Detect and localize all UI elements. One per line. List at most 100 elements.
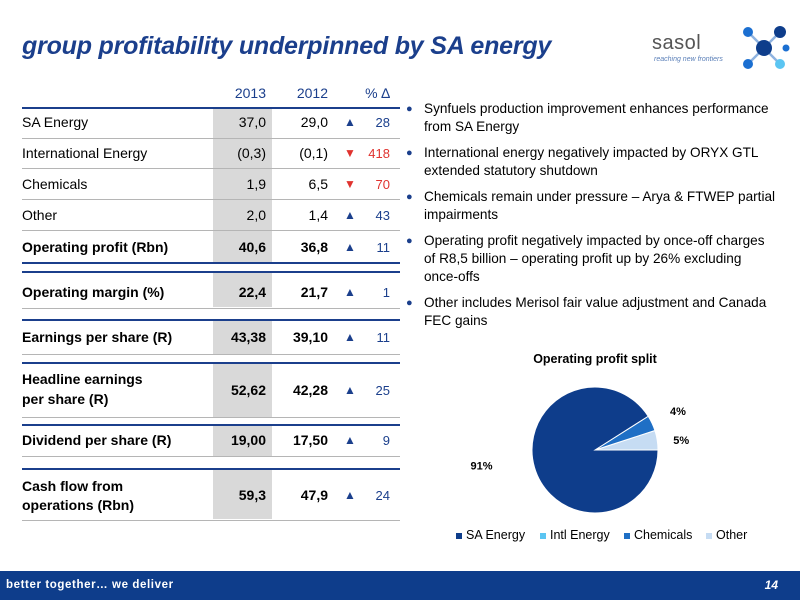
row-label: Other [22, 207, 58, 223]
block-divider [22, 362, 400, 364]
bullet-text: International energy negatively impacted… [424, 145, 758, 178]
down-arrow-icon: ▼ [344, 177, 356, 191]
sasol-logo: sasol reaching new frontiers [652, 22, 792, 74]
legend-swatch [706, 532, 712, 539]
col-2013-bg-block5 [213, 424, 272, 456]
pct-change: 43 [375, 208, 390, 223]
bullet-dot-icon: ● [406, 103, 413, 115]
row-label-line2: per share (R) [22, 391, 109, 407]
up-arrow-icon: ▲ [344, 208, 356, 222]
up-arrow-icon: ▲ [344, 488, 356, 502]
row-divider [22, 230, 400, 231]
pct-change: 9 [382, 433, 390, 448]
row-label: Operating margin (%) [22, 284, 165, 300]
bullet-text: Chemicals remain under pressure – Arya &… [424, 189, 776, 222]
bullet-item: ● Synfuels production improvement enhance… [406, 100, 776, 136]
pct-change: 418 [368, 146, 390, 161]
value-2013: 2,0 [246, 207, 266, 223]
bullet-dot-icon: ● [406, 235, 413, 247]
pie-label-chemicals: 4% [670, 406, 686, 418]
block-divider [22, 468, 400, 470]
value-2012: 42,28 [292, 382, 328, 398]
row-label: Chemicals [22, 176, 88, 192]
value-2013: 19,00 [230, 432, 266, 448]
pct-change: 11 [376, 330, 391, 345]
bullet-item: ● Other includes Merisol fair value adjus… [406, 294, 776, 330]
col-2013-bg-block4 [213, 362, 272, 417]
value-2012: 1,4 [308, 207, 328, 223]
pie-labels: 5% 4% 91% [471, 406, 690, 472]
page-title: group profitability underpinned by SA en… [22, 32, 552, 60]
value-2013: 22,4 [238, 284, 266, 300]
pie-label-other: 5% [673, 435, 689, 447]
table-top-rule [22, 107, 400, 109]
block-divider [22, 456, 400, 457]
bullet-dot-icon: ● [406, 297, 413, 309]
block-divider [22, 319, 400, 321]
footer-bar: better together… we deliver 14 [0, 571, 800, 600]
value-2012: (0,1) [299, 145, 328, 161]
legend-item-other: Other [706, 528, 747, 542]
footer-slogan: better together… we deliver [6, 579, 174, 591]
block-divider [22, 424, 400, 426]
block-divider [22, 417, 400, 418]
value-2013: 52,62 [230, 382, 266, 398]
bullet-text: Synfuels production improvement enhances… [424, 101, 769, 134]
chart-title: Operating profit split [533, 352, 657, 366]
block-divider [22, 271, 400, 273]
row-divider [22, 168, 400, 169]
row-label: SA Energy [22, 114, 89, 130]
bullet-text: Other includes Merisol fair value adjust… [424, 295, 767, 328]
row-label: International Energy [22, 145, 148, 161]
page-number: 14 [764, 578, 778, 592]
value-2012: 39,10 [292, 329, 328, 345]
value-2012: 21,7 [300, 284, 328, 300]
bullet-list: ● Synfuels production improvement enhance… [406, 100, 776, 338]
value-2012: 29,0 [300, 114, 328, 130]
pie-label-sa-energy: 91% [471, 461, 493, 473]
value-2013: 37,0 [238, 114, 266, 130]
table-bottom-rule [22, 520, 400, 521]
pie-slices [531, 386, 659, 514]
bullet-dot-icon: ● [406, 147, 413, 159]
legend-label: Other [716, 528, 748, 542]
bullet-item: ● Chemicals remain under pressure – Arya … [406, 188, 776, 224]
molecule-icon [743, 26, 790, 69]
legend-item-chemicals: Chemicals [624, 528, 692, 542]
pct-change: 11 [376, 240, 391, 255]
pct-change: 25 [375, 383, 390, 398]
col-2013-bg-block3 [213, 320, 272, 354]
down-arrow-icon: ▼ [344, 146, 356, 160]
up-arrow-icon: ▲ [344, 240, 356, 254]
row-label-line2: operations (Rbn) [22, 497, 134, 513]
row-divider [22, 199, 400, 200]
logo-tagline: reaching new frontiers [654, 56, 723, 63]
col-2013-bg-block2 [213, 272, 272, 307]
row-label: Earnings per share (R) [22, 329, 173, 345]
legend-swatch [624, 532, 630, 539]
legend-item-sa-energy: SA Energy [456, 528, 525, 542]
up-arrow-icon: ▲ [344, 383, 356, 397]
logo-brand: sasol [652, 32, 702, 54]
block-divider [22, 308, 400, 309]
block-divider [22, 354, 400, 355]
bullet-item: ● International energy negatively impacte… [406, 144, 776, 180]
legend-swatch [540, 532, 546, 539]
value-2012: 36,8 [300, 239, 328, 255]
row-label-line1: Headline earnings [22, 371, 143, 387]
bullet-dot-icon: ● [406, 191, 413, 203]
value-2013: 1,9 [246, 176, 266, 192]
pie-slice-sa-energy [531, 386, 659, 514]
legend-label: Intl Energy [550, 528, 610, 542]
value-2012: 47,9 [300, 487, 328, 503]
bullet-text: Operating profit negatively impacted by … [424, 233, 765, 284]
pct-change: 70 [375, 177, 390, 192]
col-2013-bg-block1 [213, 108, 272, 263]
up-arrow-icon: ▲ [344, 433, 356, 447]
value-2013: (0,3) [237, 145, 266, 161]
row-label: Dividend per share (R) [22, 432, 172, 448]
operating-profit-pie-chart: 5% 4% 91% [471, 386, 690, 514]
value-2013: 40,6 [238, 239, 266, 255]
value-2013: 59,3 [238, 487, 266, 503]
row-divider [22, 138, 400, 139]
